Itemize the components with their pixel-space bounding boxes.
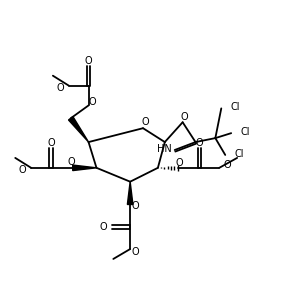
Text: O: O xyxy=(131,247,139,257)
Text: O: O xyxy=(68,157,76,167)
Text: O: O xyxy=(196,138,203,148)
Text: O: O xyxy=(89,97,96,108)
Text: O: O xyxy=(141,117,149,127)
Text: O: O xyxy=(100,222,107,232)
Polygon shape xyxy=(127,182,133,204)
Text: HN: HN xyxy=(157,144,172,154)
Text: Cl: Cl xyxy=(240,127,250,137)
Text: Cl: Cl xyxy=(234,149,244,159)
Text: O: O xyxy=(85,56,92,66)
Text: O: O xyxy=(181,112,188,122)
Text: Cl: Cl xyxy=(230,103,240,112)
Text: O: O xyxy=(56,83,64,93)
Text: O: O xyxy=(176,158,183,168)
Polygon shape xyxy=(73,165,96,170)
Text: O: O xyxy=(18,165,26,175)
Text: O: O xyxy=(223,160,231,170)
Polygon shape xyxy=(69,117,88,142)
Text: O: O xyxy=(47,138,55,148)
Text: O: O xyxy=(131,201,139,212)
